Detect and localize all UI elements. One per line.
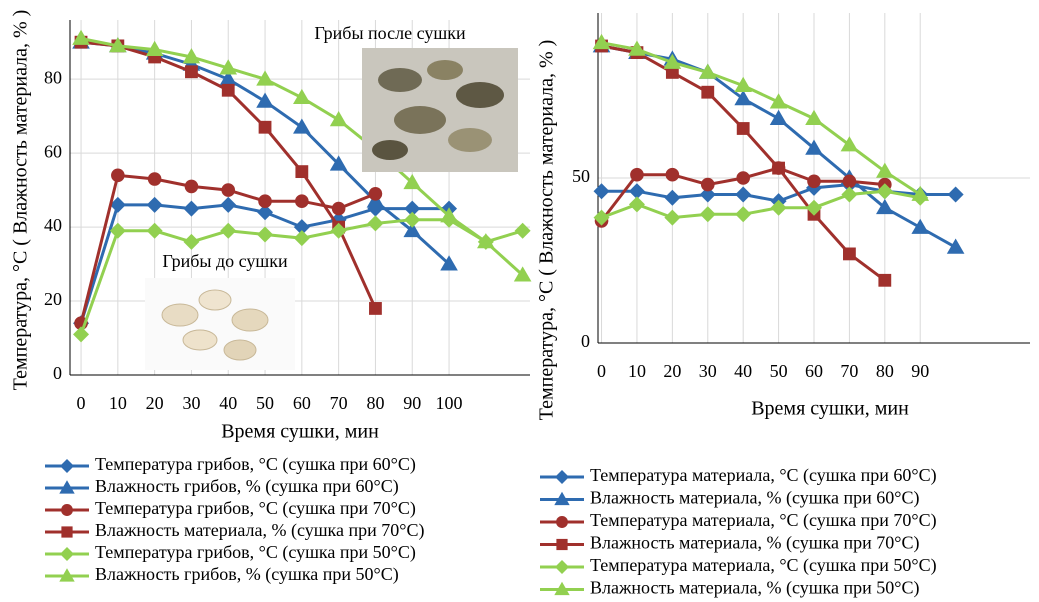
x-tick-label: 90 [911,361,929,381]
x-tick-label: 0 [77,393,86,413]
x-tick-label: 40 [219,393,237,413]
marker [258,194,272,208]
legend-label: Влажность материала, % (сушка при 60°C) [590,488,919,509]
legend-label: Температура грибов, °C (сушка при 70°C) [95,498,416,519]
photo-caption: Грибы до сушки [162,251,288,271]
marker [701,178,715,192]
marker [878,274,891,287]
x-tick-label: 50 [770,361,788,381]
marker [295,194,309,208]
x-tick-label: 80 [876,361,894,381]
y-axis-label: Температура, °C ( Влажность материала, %… [10,10,32,391]
mushroom [394,106,446,134]
marker [61,526,72,537]
x-tick-label: 20 [663,361,681,381]
y-tick-label: 0 [53,363,62,383]
marker [736,171,750,185]
marker [369,187,383,201]
marker [221,183,235,197]
mushroom [232,309,268,331]
legend-label: Температура материала, °C (сушка при 70°… [590,510,937,531]
mushroom [183,330,217,350]
x-tick-label: 10 [109,393,127,413]
x-tick-label: 0 [597,361,606,381]
marker [369,302,382,315]
marker [222,84,235,97]
marker [630,168,644,182]
y-tick-label: 20 [44,289,62,309]
marker [807,175,821,189]
x-axis-label: Время сушки, мин [751,398,909,420]
x-tick-label: 80 [366,393,384,413]
marker [666,168,680,182]
marker [148,172,162,186]
x-axis-label: Время сушки, мин [221,421,379,443]
x-tick-label: 60 [293,393,311,413]
photo-before: Грибы до сушки [145,251,295,370]
legend-label: Температура материала, °C (сушка при 50°… [590,555,937,576]
x-tick-label: 100 [436,393,463,413]
x-tick-label: 20 [146,393,164,413]
mushroom [224,340,256,360]
mushroom [448,128,492,152]
y-tick-label: 80 [44,67,62,87]
marker [701,86,714,99]
y-tick-label: 0 [581,331,590,351]
legend-label: Влажность материала, % (сушка при 70°C) [95,520,424,541]
marker [843,175,857,189]
x-tick-label: 40 [734,361,752,381]
x-tick-label: 10 [628,361,646,381]
marker [111,169,125,183]
mushroom [372,140,408,160]
x-tick-label: 30 [699,361,717,381]
legend-label: Влажность грибов, % (сушка при 60°C) [95,476,399,497]
x-tick-label: 70 [330,393,348,413]
photo-caption: Грибы после сушки [314,23,466,43]
mushroom [378,68,422,92]
x-tick-label: 30 [182,393,200,413]
x-tick-label: 60 [805,361,823,381]
mushroom [162,304,198,326]
legend-label: Влажность материала, % (сушка при 50°C) [590,578,919,599]
marker [61,504,73,516]
marker [556,516,568,528]
marker [772,162,785,175]
figure: 0102030405060708090100020406080Время суш… [0,0,1039,602]
legend-label: Влажность грибов, % (сушка при 50°C) [95,564,399,585]
marker [556,539,567,550]
legend-label: Температура грибов, °C (сушка при 50°C) [95,542,416,563]
x-tick-label: 90 [403,393,421,413]
mushroom [199,290,231,310]
marker [332,202,346,216]
legend-label: Влажность материала, % (сушка при 70°C) [590,533,919,554]
mushroom [427,60,463,80]
y-tick-label: 60 [44,141,62,161]
y-tick-label: 40 [44,215,62,235]
marker [259,121,272,134]
marker [185,65,198,78]
marker [737,122,750,135]
y-axis-label: Температура, °C ( Влажность материала, %… [536,40,558,421]
marker [185,180,199,194]
y-tick-label: 50 [572,166,590,186]
legend-label: Температура материала, °C (сушка при 60°… [590,465,937,486]
marker [295,165,308,178]
legend-label: Температура грибов, °C (сушка при 60°C) [95,454,416,475]
x-tick-label: 50 [256,393,274,413]
marker [843,248,856,261]
mushroom [456,82,504,108]
x-tick-label: 70 [840,361,858,381]
